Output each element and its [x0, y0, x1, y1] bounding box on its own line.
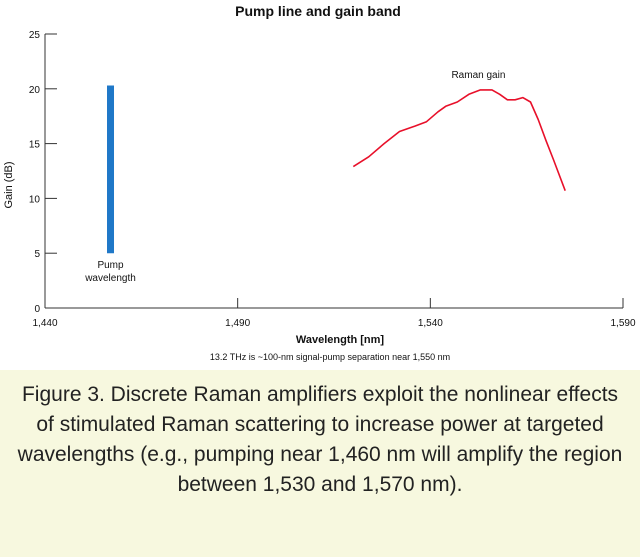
- x-axis-label: Wavelength [nm]: [296, 334, 385, 346]
- y-axis-label: Gain (dB): [3, 161, 15, 208]
- y-tick-label: 20: [29, 85, 41, 96]
- x-axis-footnote: 13.2 THz is ~100-nm signal-pump separati…: [210, 352, 450, 362]
- x-tick-label: 1,440: [32, 318, 57, 329]
- x-tick-label: 1,590: [610, 318, 635, 329]
- y-tick-label: 5: [34, 249, 40, 260]
- x-tick-label: 1,490: [225, 318, 250, 329]
- y-axis: 0 5 10 15 20 25: [29, 30, 57, 315]
- chart: Pump line and gain band 0 5 10 15 20 25 1,440…: [3, 3, 636, 362]
- raman-gain-label: Raman gain: [451, 70, 505, 81]
- caption-box: Figure 3. Discrete Raman amplifiers expl…: [0, 370, 640, 557]
- y-tick-label: 15: [29, 140, 41, 151]
- figure-caption: Figure 3. Discrete Raman amplifiers expl…: [17, 383, 623, 496]
- x-tick-label: 1,540: [418, 318, 443, 329]
- pump-label: wavelength: [84, 273, 136, 284]
- y-tick-label: 10: [29, 194, 41, 205]
- x-axis: 1,440 1,490 1,540 1,590: [32, 298, 636, 329]
- raman-gain-line: [352, 89, 566, 191]
- chart-title: Pump line and gain band: [235, 3, 401, 19]
- plot-area: Pump wavelength Raman gain: [84, 70, 566, 284]
- y-tick-label: 25: [29, 30, 41, 41]
- pump-label: Pump: [97, 260, 124, 271]
- y-tick-label: 0: [34, 304, 40, 315]
